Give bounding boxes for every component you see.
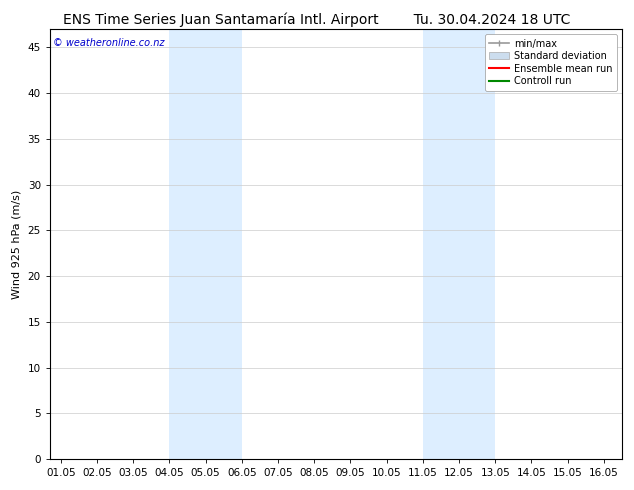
Bar	[169, 29, 242, 459]
Bar	[423, 29, 495, 459]
Text: © weatheronline.co.nz: © weatheronline.co.nz	[53, 38, 164, 48]
Text: ENS Time Series Juan Santamaría Intl. Airport        Tu. 30.04.2024 18 UTC: ENS Time Series Juan Santamaría Intl. Ai…	[63, 12, 571, 27]
Y-axis label: Wind 925 hPa (m/s): Wind 925 hPa (m/s)	[12, 190, 22, 299]
Legend: min/max, Standard deviation, Ensemble mean run, Controll run: min/max, Standard deviation, Ensemble me…	[484, 34, 617, 91]
